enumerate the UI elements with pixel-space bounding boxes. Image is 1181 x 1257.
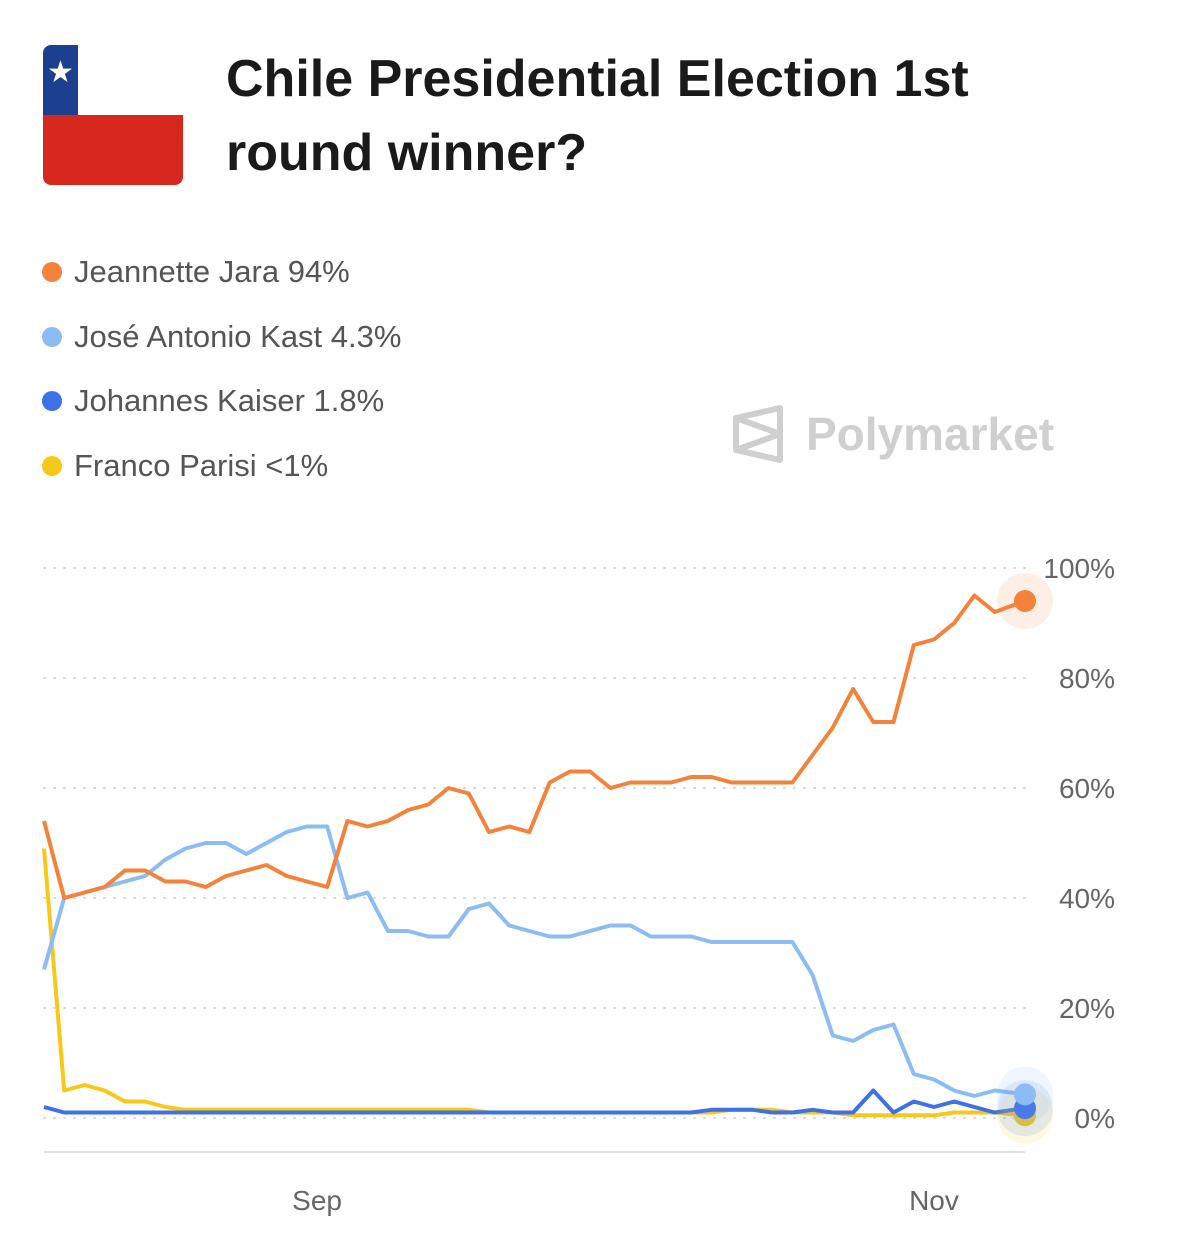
series-line-johannes-kaiser [43,1088,1026,1115]
legend-label: José Antonio Kast 4.3% [74,318,402,354]
legend-item-jara: Jeannette Jara 94% [42,240,401,305]
legend-dot [42,455,62,476]
y-tick-label: 0% [1075,1103,1115,1134]
legend-item-parisi: Franco Parisi <1% [42,434,401,499]
legend-dot [42,391,62,412]
y-tick-label: 20% [1059,993,1115,1024]
y-tick-label: 80% [1059,663,1115,694]
series-line-jos-antonio-kast [42,824,1026,1098]
polymarket-watermark: Polymarket [732,404,1054,464]
end-point-marker [1014,1083,1036,1106]
end-point-marker [1014,590,1036,612]
legend-dot [42,326,62,347]
legend-label: Johannes Kaiser 1.8% [74,383,385,419]
legend-item-kaiser: Johannes Kaiser 1.8% [42,369,401,434]
x-tick-label: Sep [292,1185,342,1216]
legend-dot [42,262,62,283]
legend: Jeannette Jara 94% José Antonio Kast 4.3… [42,240,401,498]
legend-label: Jeannette Jara 94% [74,254,350,290]
legend-label: Franco Parisi <1% [74,447,329,483]
y-tick-label: 100% [1043,553,1115,584]
series-line-franco-parisi [42,848,1026,1118]
page-title: Chile Presidential Election 1st round wi… [226,50,969,182]
watermark-text: Polymarket [806,408,1055,460]
y-tick-label: 60% [1059,773,1115,804]
polymarket-logo-icon [733,405,783,463]
legend-item-kast: José Antonio Kast 4.3% [42,305,401,370]
chile-flag-icon: ★ [43,45,183,185]
x-tick-label: Nov [909,1185,959,1216]
y-tick-label: 40% [1059,883,1115,914]
series-line-jeannette-jara [42,593,1026,900]
